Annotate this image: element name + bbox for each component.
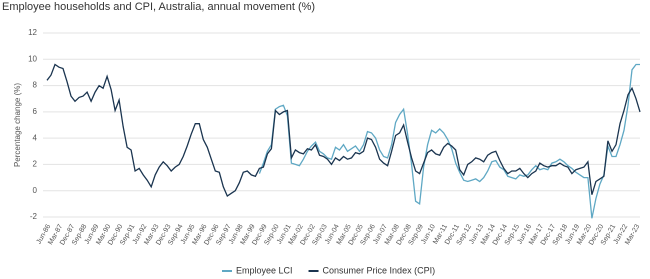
legend-label: Employee LCI <box>236 265 293 275</box>
y-tick-label: 0 <box>33 186 38 195</box>
legend-label: Consumer Price Index (CPI) <box>323 265 436 275</box>
y-tick-label: 4 <box>33 133 38 142</box>
y-tick-label: 2 <box>33 160 38 169</box>
y-tick-label: -2 <box>30 212 38 221</box>
series-line <box>46 63 641 197</box>
y-tick-label: 10 <box>28 54 37 63</box>
y-axis-label: Percentage change (%) <box>13 83 22 167</box>
y-tick-label: 12 <box>28 28 37 37</box>
y-tick-label: 6 <box>33 107 38 116</box>
chart-title: Employee households and CPI, Australia, … <box>2 1 315 13</box>
series-line <box>258 63 640 219</box>
y-tick-label: 8 <box>33 81 38 90</box>
